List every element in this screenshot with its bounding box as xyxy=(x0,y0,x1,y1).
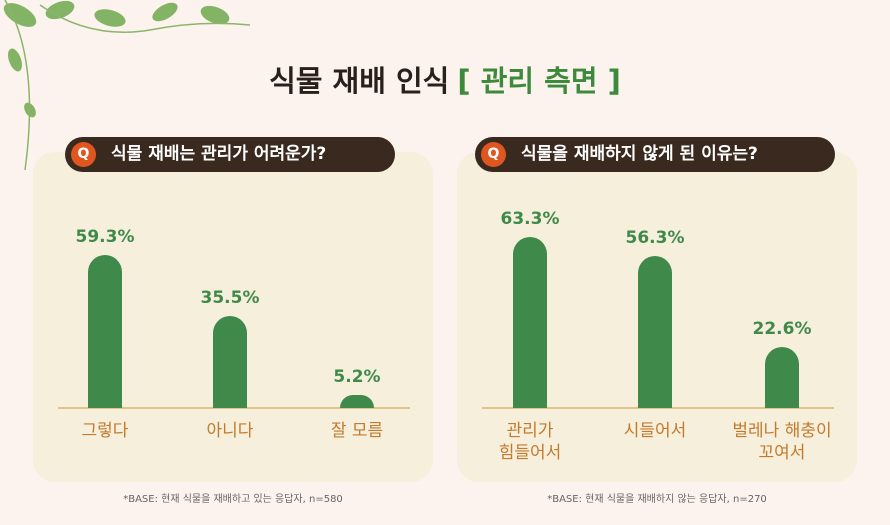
category-label: 벌레나 해충이 꼬여서 xyxy=(732,421,832,463)
value-label: 63.3% xyxy=(500,209,560,230)
bar xyxy=(88,255,122,408)
bar xyxy=(765,346,799,408)
category-label: 그렇다 xyxy=(81,421,129,441)
bar xyxy=(213,316,247,408)
q-badge: Q xyxy=(481,142,506,167)
title-text: 식물 재배 인식 xyxy=(269,64,450,98)
bar xyxy=(513,237,547,408)
category-label: 아니다 xyxy=(206,421,254,441)
category-label: 잘 모름 xyxy=(330,421,384,441)
value-label: 22.6% xyxy=(752,318,812,339)
bar xyxy=(638,255,672,408)
category-label: 관리가 힘들어서 xyxy=(498,421,562,463)
baseline xyxy=(58,407,410,409)
value-label: 35.5% xyxy=(200,288,260,309)
question-text: 식물을 재배하지 않게 된 이유는? xyxy=(521,144,758,164)
question-pill: Q 식물을 재배하지 않게 된 이유는? xyxy=(475,137,835,172)
bar xyxy=(340,394,374,408)
footnote: *BASE: 현재 식물을 재배하지 않는 응답자, n=270 xyxy=(547,494,767,505)
baseline xyxy=(482,407,834,409)
value-label: 56.3% xyxy=(625,227,685,248)
value-label: 59.3% xyxy=(75,227,135,247)
question-text: 식물 재배는 관리가 어려운가? xyxy=(111,144,327,164)
question-pill: Q 식물 재배는 관리가 어려운가? xyxy=(65,137,395,172)
category-label: 시들어서 xyxy=(623,421,687,441)
q-badge: Q xyxy=(71,142,96,167)
main-title: 식물 재배 인식[ 관리 측면 ] xyxy=(0,58,890,100)
leaf-decoration xyxy=(3,0,251,171)
footnote: *BASE: 현재 식물을 재배하고 있는 응답자, n=580 xyxy=(123,494,343,505)
value-label: 5.2% xyxy=(333,366,381,387)
title-highlight: [ 관리 측면 ] xyxy=(457,64,621,98)
